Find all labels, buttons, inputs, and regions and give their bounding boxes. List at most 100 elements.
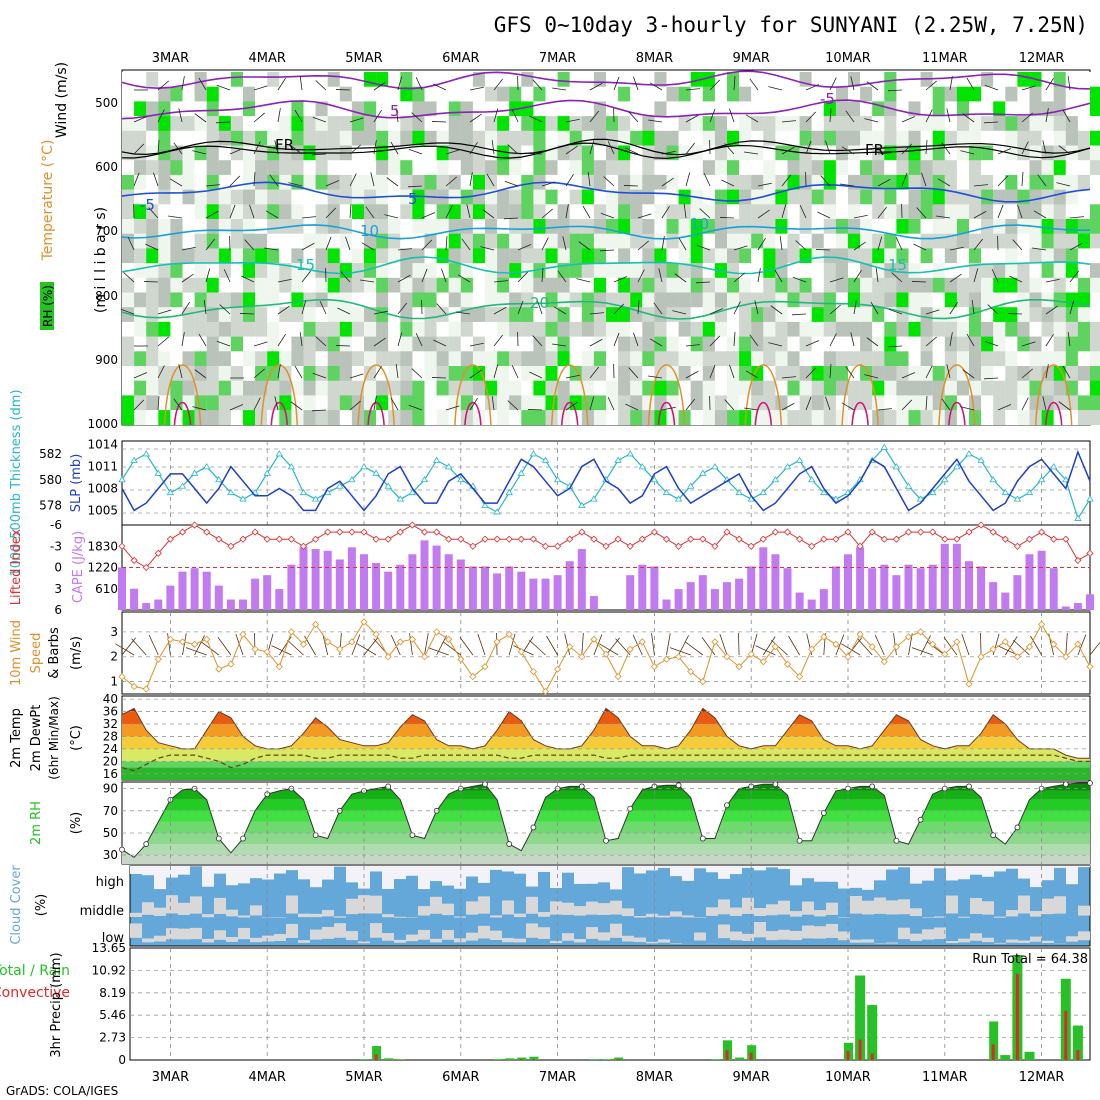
rh-cell [848, 292, 861, 308]
rh-cell [134, 174, 147, 190]
rh-cell [593, 277, 607, 293]
lifted-marker [469, 542, 477, 550]
rh-cell [593, 145, 607, 161]
rh-cell [1053, 101, 1066, 117]
cloud-middle-cell [130, 912, 142, 917]
wind-barb [901, 116, 916, 123]
rh-cell [364, 145, 377, 161]
rh-cell [448, 174, 461, 190]
wind-barb [192, 406, 207, 411]
wind-barb [877, 408, 892, 411]
rh-cell [811, 366, 824, 381]
rh-cell [763, 410, 776, 426]
cloud-middle-cell [1030, 911, 1042, 917]
rh-cell [279, 307, 292, 323]
rh-cell [702, 292, 715, 308]
rh2m-ylabel: 2m RH [29, 801, 44, 845]
wind10m-marker [348, 638, 356, 646]
rh-cell [811, 410, 824, 426]
rh-cell [606, 307, 619, 323]
contour-label: 15 [296, 256, 315, 274]
wind-barb [901, 172, 908, 187]
rh-cell [533, 189, 546, 205]
rh-cell [170, 307, 183, 323]
rh-cell [981, 233, 994, 249]
rh-cell [993, 366, 1006, 381]
cape-bar [468, 566, 477, 610]
rh-cell [243, 351, 256, 367]
rh-cell [255, 86, 268, 102]
cloud-middle-cell [622, 908, 634, 917]
rh-cell [206, 366, 219, 381]
wind10m-marker [735, 663, 743, 671]
rh-cell [267, 233, 280, 249]
rh-cell [799, 219, 812, 234]
rh-cell [811, 72, 824, 87]
wind10m-barb [167, 633, 171, 656]
rh-cell [775, 351, 788, 367]
rh-cell [509, 321, 522, 337]
wind-barb [925, 109, 933, 123]
wind10m-barb [651, 633, 655, 656]
rh-cell [267, 160, 280, 176]
rh-cell [255, 248, 268, 264]
rh-cell [170, 277, 183, 293]
rh-cell [436, 130, 449, 146]
rh-cell [509, 233, 522, 249]
rh-cell [714, 395, 728, 411]
rh-cell [339, 86, 352, 102]
rh-cell [146, 248, 159, 264]
wind10m-barb [615, 638, 631, 656]
wind-barb [850, 76, 855, 91]
wind-barb [661, 406, 676, 411]
rh-cell [267, 395, 280, 411]
wind-barb [1007, 313, 1023, 315]
lifted-marker [493, 535, 501, 543]
rh-cell [944, 336, 957, 352]
cloud-high-cell [946, 866, 958, 881]
rh-cell [969, 277, 982, 293]
rh-cell [1005, 233, 1018, 249]
rh-cell [533, 351, 546, 367]
wind-barb [277, 108, 281, 123]
cloud-high-cell [934, 866, 946, 869]
lifted-marker [711, 542, 719, 550]
wind-barb [733, 76, 736, 91]
rh-cell [351, 366, 365, 381]
rh-cell [654, 130, 667, 146]
wind-barb [408, 148, 423, 155]
rh-cell [1090, 380, 1100, 396]
rh-cell [364, 86, 377, 102]
rh-cell [460, 366, 473, 381]
rh-cell [521, 174, 534, 190]
rh-cell [860, 380, 873, 396]
rh-cell [654, 116, 667, 132]
rh-cell [775, 72, 788, 87]
cloud-high-cell [154, 866, 166, 890]
rh-cell [763, 116, 776, 132]
rh-cell [1041, 116, 1054, 132]
cape-bar [735, 578, 744, 610]
lifted-marker [360, 528, 368, 536]
wind-barb [1032, 247, 1047, 251]
cloud-high-cell [274, 866, 286, 874]
wind-barb [1012, 239, 1023, 251]
rh-cell [376, 351, 389, 367]
wind10m-barb [857, 638, 873, 656]
rh-cell [932, 116, 945, 132]
cloud-high-cell [142, 866, 154, 876]
cloud-high-cell [898, 866, 910, 868]
rh-cell [339, 277, 352, 293]
wind-barb [511, 109, 519, 123]
rh-cell [751, 145, 764, 161]
rh-cell [666, 101, 679, 117]
wind-barb [433, 83, 447, 91]
wind-barb [1042, 140, 1047, 155]
rh-cell [1090, 366, 1100, 381]
rh-cell [388, 263, 401, 279]
rh-cell [823, 160, 836, 176]
rh-cell [509, 307, 522, 323]
rh-cell [218, 160, 231, 176]
lifted-marker [372, 535, 380, 543]
